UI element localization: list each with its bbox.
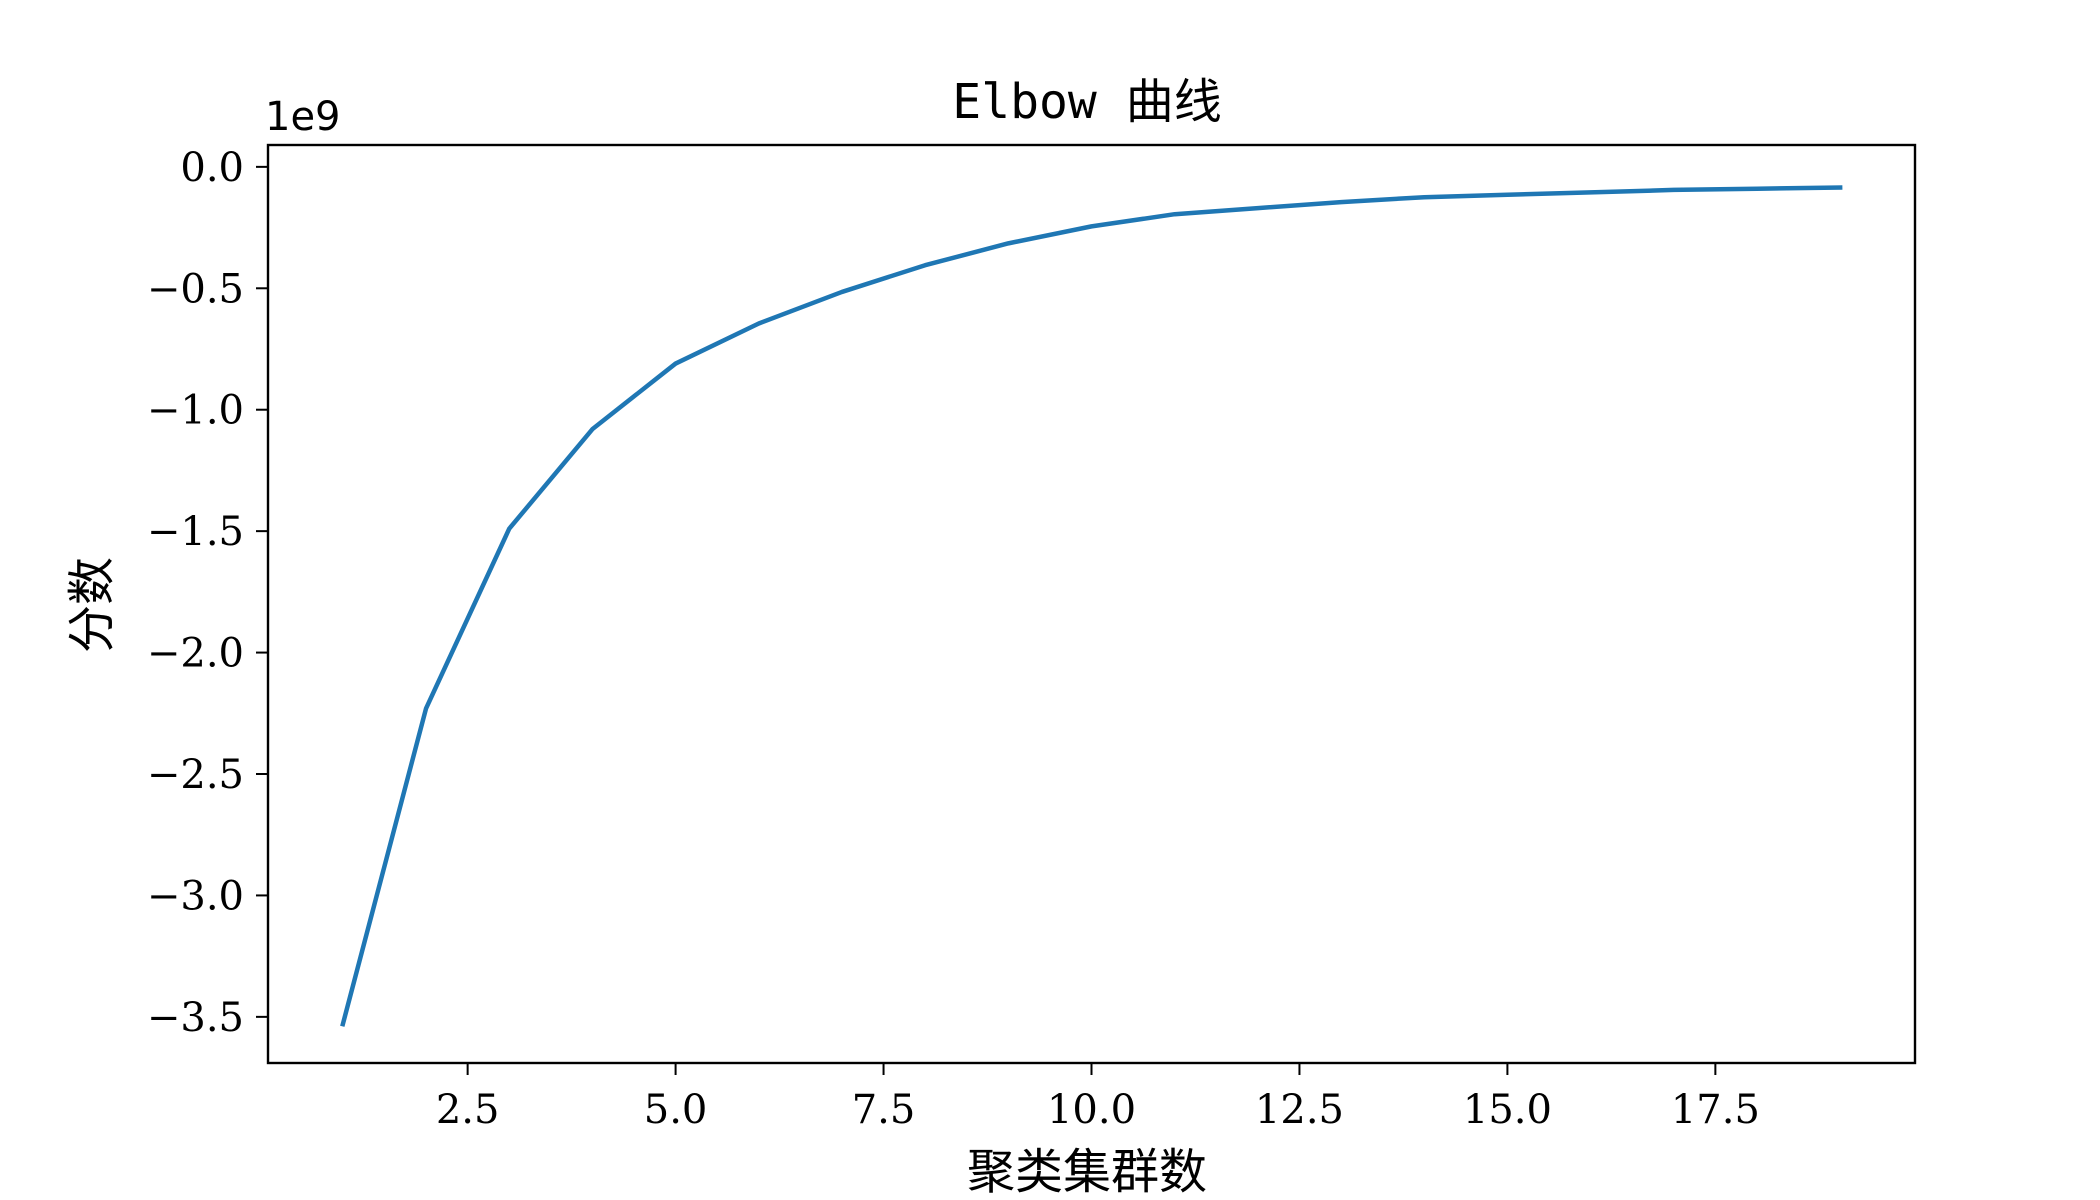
- y-axis-ticks: 0.0 −0.5 −1.0 −1.5 −2.0 −2.5 −3.0 −3.5: [147, 145, 268, 1041]
- y-tick-label: −1.5: [147, 509, 244, 555]
- x-axis-ticks: 2.5 5.0 7.5 10.0 12.5 15.0 17.5: [436, 1063, 1760, 1133]
- x-tick-label: 7.5: [852, 1087, 916, 1133]
- x-tick-label: 12.5: [1255, 1087, 1344, 1133]
- chart-title: Elbow 曲线: [952, 74, 1221, 130]
- y-tick-label: −1.0: [147, 388, 244, 434]
- y-tick-label: −3.5: [147, 995, 244, 1041]
- y-tick-label: −2.5: [147, 752, 244, 798]
- x-tick-label: 17.5: [1671, 1087, 1760, 1133]
- x-tick-label: 15.0: [1463, 1087, 1552, 1133]
- y-axis-title: 分数: [64, 557, 120, 653]
- y-tick-label: 0.0: [180, 145, 244, 191]
- y-tick-label: −3.0: [147, 873, 244, 919]
- x-axis-title: 聚类集群数: [967, 1144, 1207, 1200]
- series-line-0: [340, 185, 1843, 1027]
- x-tick-label: 5.0: [644, 1087, 708, 1133]
- y-axis-offset-label: 1e9: [265, 94, 341, 140]
- y-tick-label: −2.0: [147, 631, 244, 677]
- x-tick-label: 10.0: [1047, 1087, 1136, 1133]
- x-tick-label: 2.5: [436, 1087, 500, 1133]
- y-tick-label: −0.5: [147, 266, 244, 312]
